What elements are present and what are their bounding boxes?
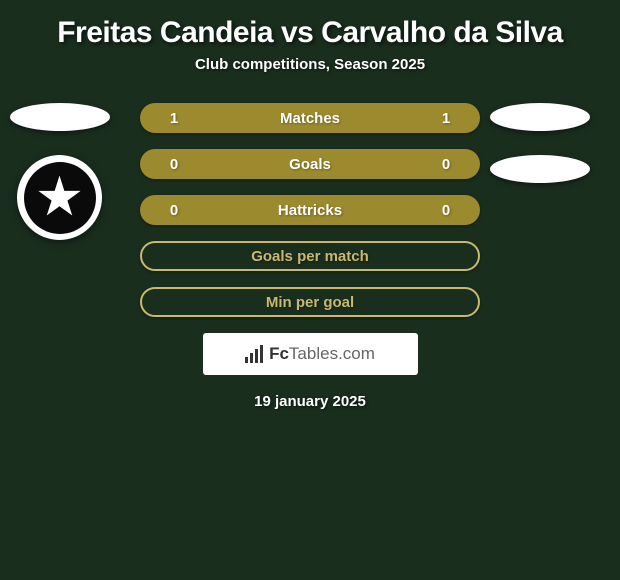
stat-value-left: 0: [154, 202, 194, 219]
logo-part1: Fc: [269, 344, 289, 363]
stat-label: Goals: [194, 156, 426, 173]
stat-label: Hattricks: [194, 202, 426, 219]
logo-text: FcTables.com: [269, 344, 375, 364]
stat-row: Goals per match: [140, 241, 480, 271]
date-label: 19 january 2025: [10, 393, 610, 410]
star-icon: [38, 176, 82, 220]
stats-card: Freitas Candeia vs Carvalho da Silva Clu…: [0, 0, 620, 410]
content: 1Matches10Goals00Hattricks0Goals per mat…: [0, 103, 620, 410]
club-badge: [17, 155, 102, 240]
subtitle: Club competitions, Season 2025: [0, 56, 620, 103]
stat-row: Min per goal: [140, 287, 480, 317]
chart-icon: [245, 345, 263, 363]
player-ellipse-right-2: [490, 155, 590, 183]
logo-part2: Tables: [289, 344, 338, 363]
stat-value-right: 0: [426, 156, 466, 173]
stat-value-right: 1: [426, 110, 466, 127]
player-ellipse-left: [10, 103, 110, 131]
stat-label: Matches: [194, 110, 426, 127]
stat-label: Min per goal: [156, 294, 464, 311]
page-title: Freitas Candeia vs Carvalho da Silva: [0, 8, 620, 56]
right-side: [490, 103, 610, 207]
stats-list: 1Matches10Goals00Hattricks0Goals per mat…: [140, 103, 480, 317]
player-ellipse-right-1: [490, 103, 590, 131]
left-side: [10, 103, 130, 240]
stat-label: Goals per match: [156, 248, 464, 265]
logo-part3: .com: [338, 344, 375, 363]
stat-row: 0Hattricks0: [140, 195, 480, 225]
stat-value-right: 0: [426, 202, 466, 219]
badge-inner: [24, 162, 96, 234]
stat-value-left: 0: [154, 156, 194, 173]
brand-logo[interactable]: FcTables.com: [203, 333, 418, 375]
stat-row: 1Matches1: [140, 103, 480, 133]
stat-row: 0Goals0: [140, 149, 480, 179]
stat-value-left: 1: [154, 110, 194, 127]
